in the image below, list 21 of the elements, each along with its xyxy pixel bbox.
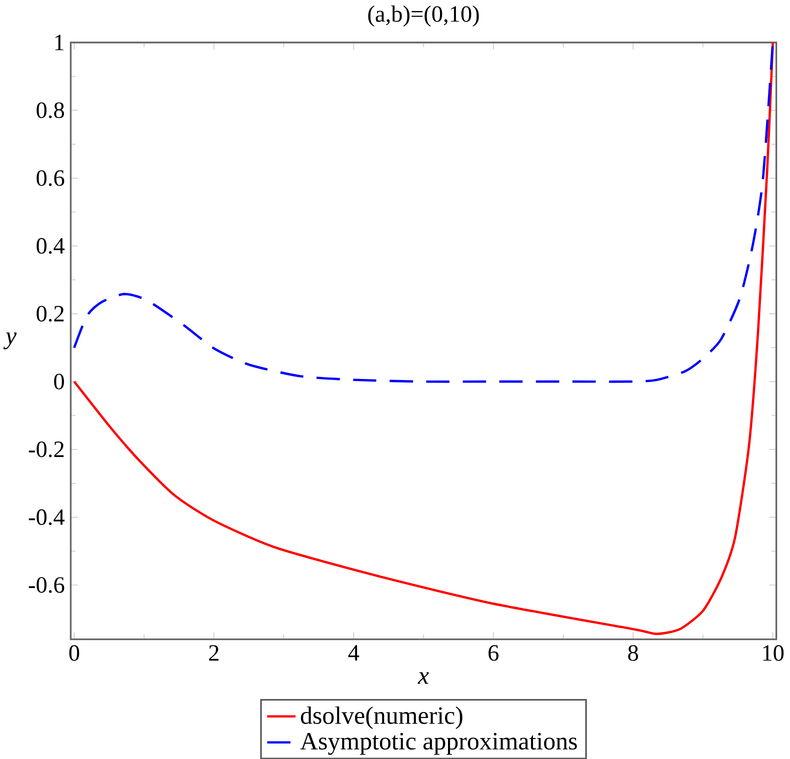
y-tick-label: 0.2 <box>36 306 64 322</box>
y-tick-label: -0.6 <box>28 576 64 593</box>
x-tick-label: 2 <box>209 644 218 660</box>
x-tick-label: 6 <box>488 644 499 661</box>
y-tick-label: 0.6 <box>36 170 64 186</box>
x-tick-label: 4 <box>348 644 360 660</box>
line-series <box>73 41 774 635</box>
chart-title: (a,b)=(0,10) <box>368 5 479 26</box>
y-tick-label: 0.4 <box>36 238 65 254</box>
y-tick-label: 0.8 <box>36 102 64 118</box>
legend-label: dsolve(numeric) <box>300 706 462 729</box>
y-tick-label: -0.4 <box>28 509 65 525</box>
x-tick-label: 0 <box>69 644 80 661</box>
y-tick-label: -0.2 <box>28 441 64 458</box>
x-tick-label: 10 <box>763 644 784 661</box>
x-tick-label: 8 <box>628 644 638 661</box>
y-tick-label: 1 <box>55 34 64 50</box>
y-tick-label: 0 <box>54 374 64 390</box>
legend-label: Asymptotic approximations <box>300 732 577 755</box>
y-axis-title: y <box>3 332 17 350</box>
x-axis-title: x <box>418 672 429 684</box>
